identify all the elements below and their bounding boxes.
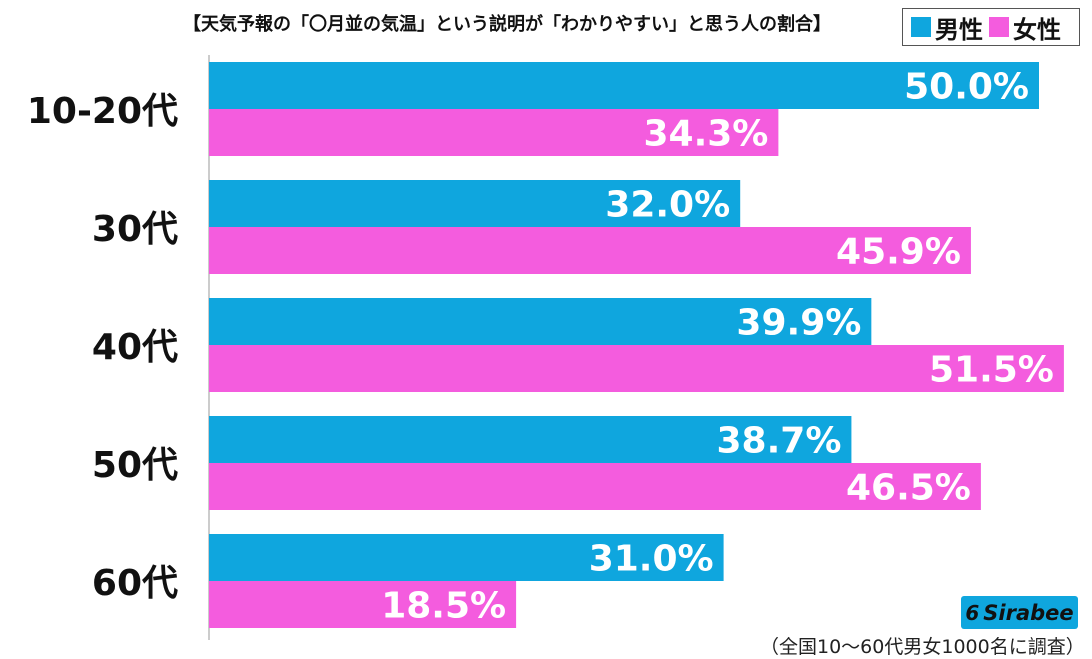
sirabee-logo: 6 Sirabee <box>961 596 1078 629</box>
bar-female <box>209 227 971 274</box>
bar-value-label-female: 34.3% <box>643 114 768 155</box>
category-label: 60代 <box>92 563 178 604</box>
bar-male <box>209 180 741 227</box>
bar-male <box>209 534 724 581</box>
bar-female <box>209 109 779 156</box>
logo-mark-icon: 6 <box>965 600 980 625</box>
chart-title: 【天気予報の「〇月並の気温」という説明が「わかりやすい」と思う人の割合】 <box>183 14 831 35</box>
legend-swatch-female <box>989 17 1009 37</box>
legend-item-female: 女性 <box>989 10 1061 45</box>
bar-value-label-male: 38.7% <box>717 421 842 462</box>
legend-label-female: 女性 <box>1013 15 1061 44</box>
legend-swatch-male <box>911 17 931 37</box>
chart-legend: 男性 女性 <box>902 8 1080 46</box>
bar-male <box>209 416 852 463</box>
bar-value-label-female: 18.5% <box>381 586 506 627</box>
bar-male <box>209 298 872 345</box>
bar-female <box>209 463 981 510</box>
bar-value-label-male: 31.0% <box>589 539 714 580</box>
category-label: 40代 <box>92 327 178 368</box>
bar-female <box>209 581 517 628</box>
bar-value-label-male: 50.0% <box>904 67 1029 108</box>
legend-label-male: 男性 <box>935 15 983 44</box>
category-label: 10-20代 <box>27 91 178 132</box>
survey-footnote: （全国10〜60代男女1000名に調査） <box>760 636 1085 658</box>
bar-value-label-female: 51.5% <box>929 350 1054 391</box>
bar-value-label-male: 32.0% <box>605 185 730 226</box>
bar-value-label-male: 39.9% <box>736 303 861 344</box>
bar-male <box>209 62 1039 109</box>
bar-value-label-female: 45.9% <box>836 232 961 273</box>
legend-item-male: 男性 <box>911 10 983 45</box>
bar-value-label-female: 46.5% <box>846 468 971 509</box>
bar-female <box>209 345 1064 392</box>
category-label: 50代 <box>92 445 178 486</box>
category-label: 30代 <box>92 209 178 250</box>
logo-text: Sirabee <box>983 600 1074 625</box>
